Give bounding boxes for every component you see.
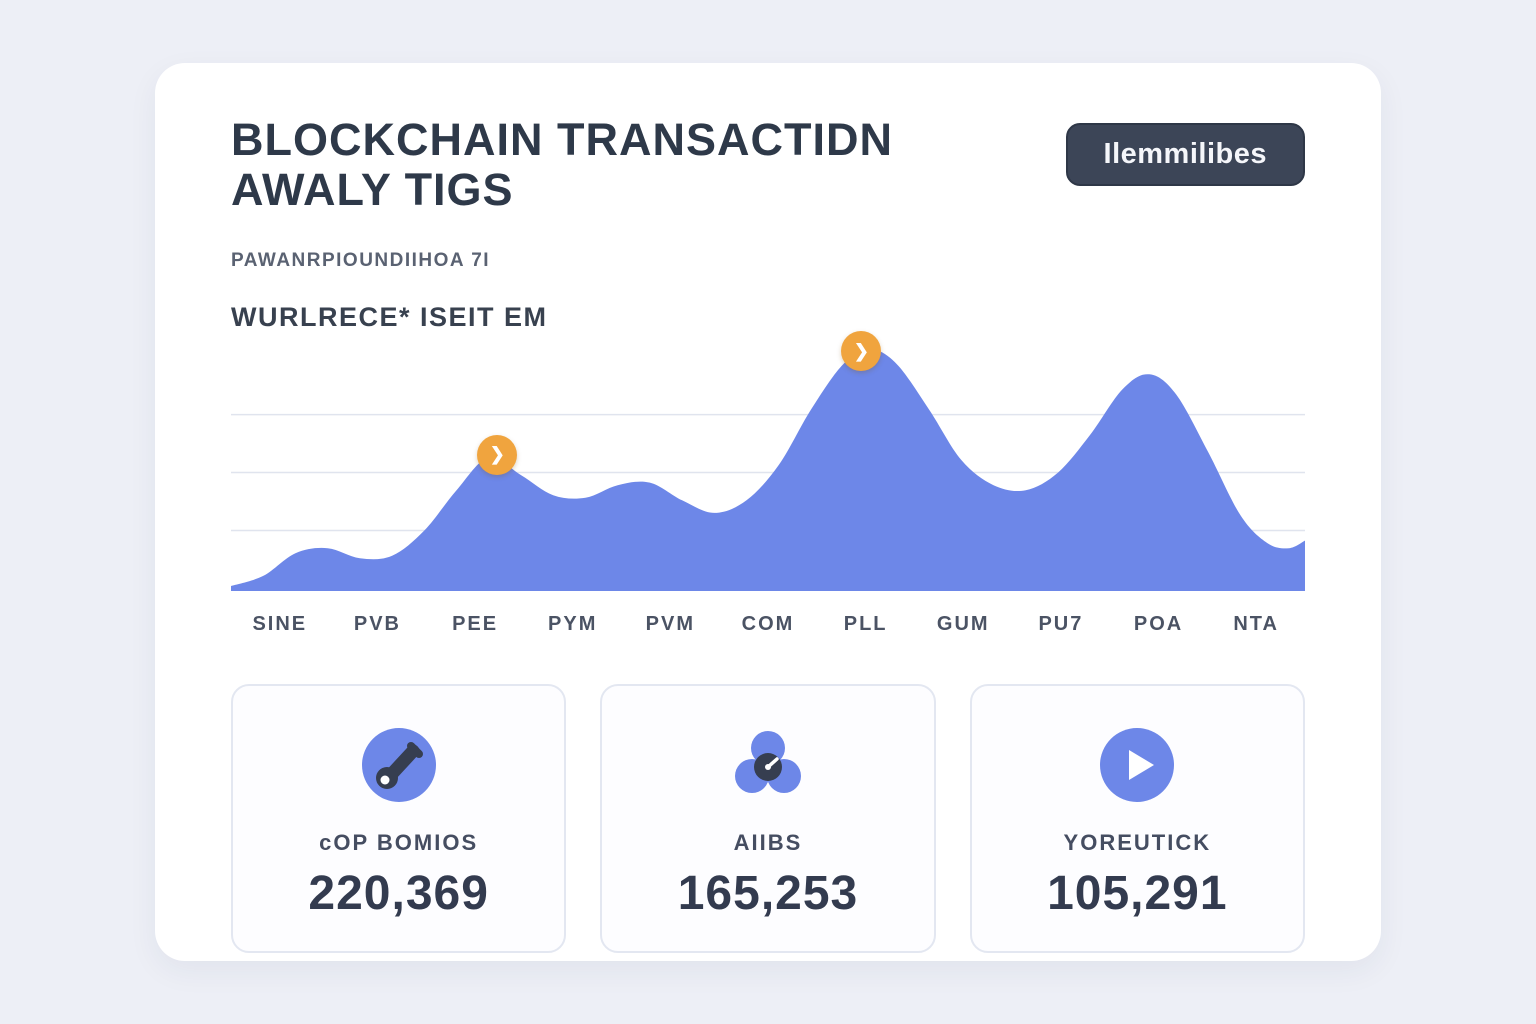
- x-axis: SINE PVB PEE PYM PVM COM PLL GUM PU7 POA NTA: [231, 613, 1305, 636]
- chart-marker[interactable]: ❯: [841, 331, 882, 372]
- page-title-line1: BLOCKCHAIN TRANSACTIDN: [231, 114, 893, 165]
- play-icon: [988, 722, 1287, 808]
- stat-value: 105,291: [1047, 866, 1228, 920]
- dashboard-card: BLOCKCHAIN TRANSACTIDN AWALY TIGS Ilemmi…: [155, 63, 1381, 961]
- x-axis-label: PYM: [548, 612, 598, 635]
- stat-label: AIIBS: [733, 829, 803, 855]
- wrench-icon: [249, 722, 548, 808]
- x-axis-label: SINE: [252, 612, 308, 635]
- stats-row: cOP BOMIOS 220,369 AIIBS 165,253: [231, 683, 1305, 953]
- chart-marker[interactable]: ❯: [477, 434, 518, 475]
- x-axis-label: GUM: [936, 612, 990, 635]
- x-axis-label: COM: [741, 612, 795, 635]
- nodes-icon: [618, 722, 917, 808]
- x-axis-label: PVB: [353, 612, 401, 635]
- stat-value: 165,253: [677, 866, 859, 920]
- x-axis-label: PVM: [645, 612, 696, 635]
- page-title: BLOCKCHAIN TRANSACTIDN AWALY TIGS: [231, 114, 893, 216]
- header: BLOCKCHAIN TRANSACTIDN AWALY TIGS Ilemmi…: [231, 114, 1305, 216]
- page-title-line2: AWALY TIGS: [231, 164, 514, 216]
- timeframe-button[interactable]: Ilemmilibes: [1065, 123, 1305, 186]
- stat-label: YOREUTICK: [1063, 829, 1212, 855]
- stat-card-yoreutick: YOREUTICK 105,291: [969, 683, 1305, 953]
- area-chart: ❯ ❯: [231, 331, 1305, 591]
- chart-subtitle: PAWANRPIOUNDIIHOA 7I: [231, 249, 491, 271]
- x-axis-label: POA: [1133, 612, 1184, 635]
- x-axis-label: PU7: [1038, 612, 1084, 635]
- stat-value: 220,369: [308, 866, 489, 920]
- x-axis-label: PEE: [452, 612, 499, 635]
- stat-card-top-bonios: cOP BOMIOS 220,369: [231, 683, 567, 953]
- chart-title: WURLRECE* ISEIT EM: [231, 301, 548, 332]
- stat-label: cOP BOMIOS: [319, 829, 479, 855]
- x-axis-label: PLL: [843, 612, 888, 635]
- x-axis-label: NTA: [1233, 612, 1279, 635]
- stat-card-aiibs: AIIBS 165,253: [600, 683, 936, 953]
- area-chart-svg: [231, 348, 1305, 591]
